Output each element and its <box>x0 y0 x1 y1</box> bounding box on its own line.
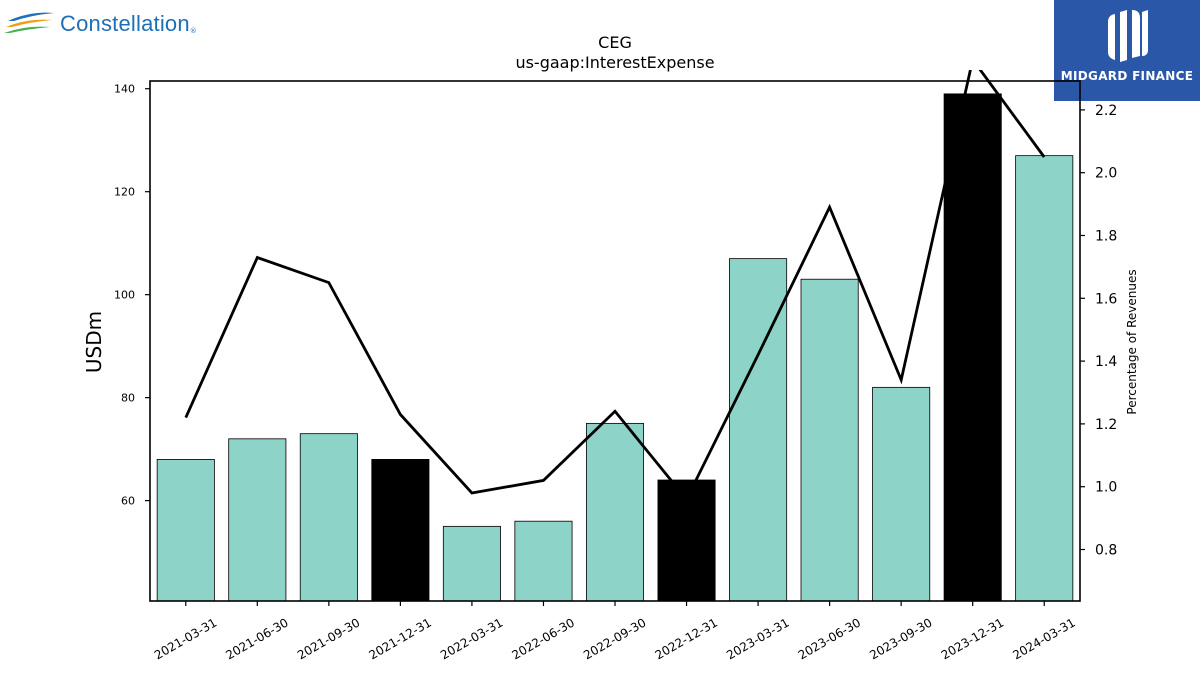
y2-axis-label: Percentage of Revenues <box>1125 269 1139 414</box>
y2-tick-label: 1.0 <box>1095 480 1117 496</box>
x-tick-label: 2022-12-31 <box>653 615 720 662</box>
midgard-finance-wordmark: MIDGARD FINANCE <box>1060 69 1194 83</box>
bar-2021-12-31 <box>371 459 430 601</box>
y2-tick-label: 0.8 <box>1095 543 1117 559</box>
midgard-finance-logo: MIDGARD FINANCE <box>1054 0 1200 101</box>
y2-tick-label: 2.0 <box>1095 166 1117 182</box>
x-tick-label: 2023-03-31 <box>724 615 791 662</box>
x-tick-label: 2024-03-31 <box>1010 615 1077 662</box>
midgard-emblem-icon <box>1108 10 1148 62</box>
bar-2023-09-30 <box>872 386 931 601</box>
bar-2022-03-31 <box>442 525 501 601</box>
trademark-symbol: ® <box>189 27 197 35</box>
bar-2023-03-31 <box>729 258 788 601</box>
bar-2022-09-30 <box>585 422 645 601</box>
x-tick-label: 2021-03-31 <box>152 615 219 662</box>
bar-2021-03-31 <box>156 459 215 601</box>
y-tick-label: 140 <box>114 83 135 96</box>
y2-tick-label: 1.2 <box>1095 417 1117 433</box>
y2-tick-label: 1.4 <box>1095 354 1117 370</box>
x-tick-label: 2022-03-31 <box>438 615 505 662</box>
bar-2023-06-30 <box>800 278 859 601</box>
bar-2023-12-31 <box>943 93 1002 601</box>
bar-2022-06-30 <box>514 520 573 601</box>
constellation-wordmark: Constellation <box>60 11 190 36</box>
constellation-logo: Constellation ® <box>4 4 197 44</box>
y-axis-label: USDm <box>82 311 106 373</box>
x-tick-label: 2023-06-30 <box>796 615 863 662</box>
x-tick-label: 2022-06-30 <box>510 615 577 662</box>
bar-2021-09-30 <box>299 433 358 601</box>
y-tick-label: 120 <box>114 186 135 199</box>
x-tick-label: 2022-09-30 <box>581 615 648 662</box>
y2-tick-label: 2.2 <box>1095 103 1117 119</box>
x-tick-label: 2023-12-31 <box>939 615 1006 662</box>
x-tick-label: 2023-09-30 <box>867 615 934 662</box>
y2-tick-label: 1.6 <box>1095 291 1117 307</box>
y2-tick-label: 1.8 <box>1095 228 1117 244</box>
x-tick-label: 2021-12-31 <box>366 615 433 662</box>
bar-2021-06-30 <box>228 438 287 601</box>
y-tick-label: 80 <box>121 392 135 405</box>
y-tick-label: 60 <box>121 495 135 508</box>
bars-layer <box>156 93 1074 601</box>
line-layer <box>184 70 1046 502</box>
x-tick-label: 2021-06-30 <box>223 615 290 662</box>
constellation-swoosh-icon <box>4 12 54 33</box>
percentage-of-revenues-line <box>184 70 1046 502</box>
bar-2024-03-31 <box>1015 155 1074 601</box>
x-tick-label: 2021-09-30 <box>295 615 362 662</box>
y-tick-label: 100 <box>114 289 135 302</box>
chart-title: CEG <box>598 33 632 52</box>
chart-subtitle: us-gaap:InterestExpense <box>515 53 714 72</box>
